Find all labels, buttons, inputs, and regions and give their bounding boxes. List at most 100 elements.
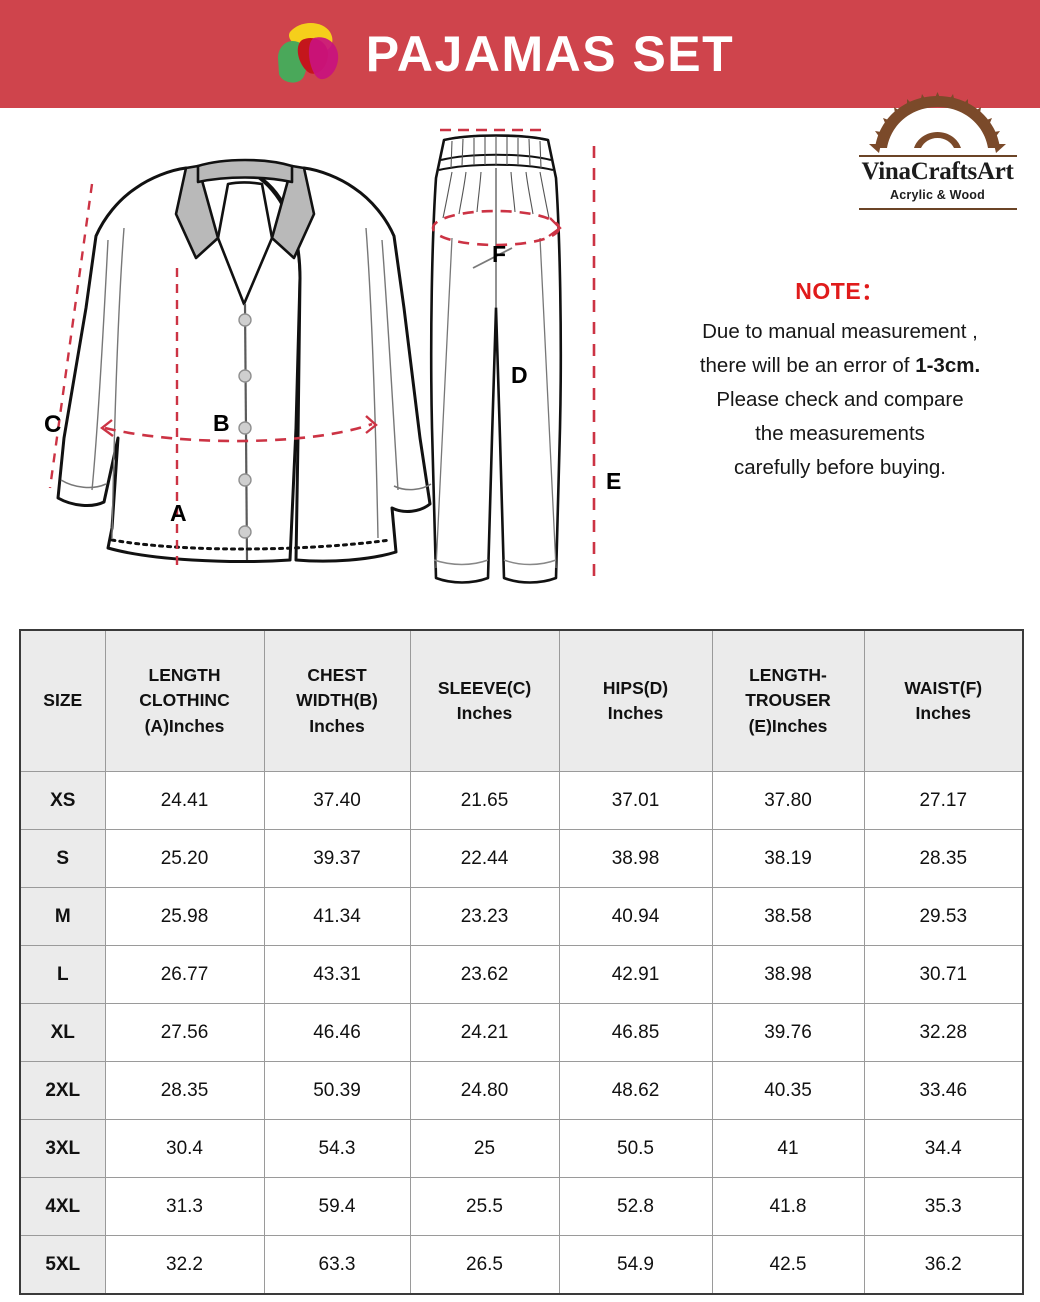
table-row: M 25.98 41.34 23.23 40.94 38.58 29.53 <box>19 887 1024 946</box>
cell-hips: 46.85 <box>558 1003 713 1062</box>
note-line-3: Please check and compare <box>716 388 964 412</box>
cell-chest_width: 46.46 <box>263 1003 411 1062</box>
table-row: S 25.20 39.37 22.44 38.98 38.19 28.35 <box>19 829 1024 888</box>
cell-chest_width: 43.31 <box>263 945 411 1004</box>
cell-length_clothing: 24.41 <box>104 771 265 830</box>
cell-length_trouser: 39.76 <box>711 1003 865 1062</box>
cell-waist: 28.35 <box>863 829 1024 888</box>
header-banner: PAJAMAS SET <box>0 0 1040 108</box>
sawblade-sun-arc-icon <box>869 92 1006 153</box>
cell-hips: 37.01 <box>558 771 713 830</box>
brand-divider-top <box>858 155 1017 157</box>
label-a: A <box>170 500 187 526</box>
column-header-length-clothing: LENGTH CLOTHINC (A)Inches <box>104 630 265 772</box>
label-e: E <box>606 468 622 494</box>
size-chart-table: SIZE LENGTH CLOTHINC (A)Inches CHEST WIDTH(… <box>19 629 1024 1295</box>
cell-waist: 32.28 <box>863 1003 1024 1062</box>
cell-sleeve: 23.23 <box>409 887 560 946</box>
label-d: D <box>511 362 528 388</box>
table-row: L 26.77 43.31 23.62 42.91 38.98 30.71 <box>19 945 1024 1004</box>
cell-chest_width: 39.37 <box>263 829 411 888</box>
cell-waist: 34.4 <box>863 1119 1024 1178</box>
cell-size: XS <box>19 771 106 830</box>
cell-length_trouser: 41.8 <box>711 1177 865 1236</box>
cell-hips: 40.94 <box>558 887 713 946</box>
note-line-5: carefully before buying. <box>734 456 946 480</box>
cell-sleeve: 25 <box>409 1119 560 1178</box>
cell-size: 5XL <box>19 1235 106 1295</box>
cell-length_clothing: 32.2 <box>104 1235 265 1295</box>
cell-sleeve: 24.21 <box>409 1003 560 1062</box>
brand-name: VinaCraftsArt <box>861 158 1014 185</box>
cell-size: 3XL <box>19 1119 106 1178</box>
cell-length_clothing: 31.3 <box>104 1177 265 1236</box>
cell-sleeve: 21.65 <box>409 771 560 830</box>
column-header-hips: HIPS(D) Inches <box>558 630 713 772</box>
cell-length_clothing: 28.35 <box>104 1061 265 1120</box>
cell-length_clothing: 26.77 <box>104 945 265 1004</box>
note-line-4: the measurements <box>755 422 925 446</box>
note-body: Due to manual measurement , there will b… <box>640 315 1040 485</box>
column-header-sleeve: SLEEVE(C) Inches <box>409 630 560 772</box>
cell-hips: 50.5 <box>558 1119 713 1178</box>
cell-length_clothing: 25.98 <box>104 887 265 946</box>
measurement-diagram: A B C D E F <box>0 108 660 623</box>
cell-hips: 38.98 <box>558 829 713 888</box>
brand-logo: VinaCraftsArt Acrylic & Wood <box>855 92 1020 220</box>
cell-length_trouser: 38.58 <box>711 887 865 946</box>
cell-size: 2XL <box>19 1061 106 1120</box>
cell-size: S <box>19 829 106 888</box>
cell-length_clothing: 25.20 <box>104 829 265 888</box>
label-c: C <box>44 411 62 438</box>
table-header: SIZE LENGTH CLOTHINC (A)Inches CHEST WIDTH(… <box>19 630 1024 772</box>
cell-sleeve: 24.80 <box>409 1061 560 1120</box>
table-row: 5XL 32.2 63.3 26.5 54.9 42.5 36.2 <box>19 1235 1024 1295</box>
cell-length_trouser: 38.98 <box>711 945 865 1004</box>
brand-divider-bottom <box>858 208 1017 211</box>
cell-waist: 33.46 <box>863 1061 1024 1120</box>
column-header-chest-width: CHEST WIDTH(B) Inches <box>263 630 411 772</box>
cell-size: XL <box>19 1003 106 1062</box>
table-row: 2XL 28.35 50.39 24.80 48.62 40.35 33.46 <box>19 1061 1024 1120</box>
cell-length_trouser: 40.35 <box>711 1061 865 1120</box>
note-line-1: Due to manual measurement , <box>702 320 978 343</box>
label-b: B <box>213 410 230 436</box>
cell-length_clothing: 30.4 <box>104 1119 265 1178</box>
cell-sleeve: 25.5 <box>409 1177 560 1236</box>
cell-waist: 30.71 <box>863 945 1024 1004</box>
flower-petals-logo-icon <box>270 18 344 90</box>
cell-hips: 48.62 <box>558 1061 713 1120</box>
note-block: NOTE： Due to manual measurement , there … <box>640 272 1040 485</box>
cell-length_trouser: 37.80 <box>711 771 865 830</box>
shirt-buttons <box>238 313 252 539</box>
cell-size: L <box>19 945 106 1004</box>
column-header-length-trouser: LENGTH- TROUSER (E)Inches <box>711 630 865 772</box>
column-header-size: SIZE <box>19 630 106 772</box>
cell-waist: 27.17 <box>863 771 1024 830</box>
cell-chest_width: 63.3 <box>263 1235 411 1295</box>
table-row: XS 24.41 37.40 21.65 37.01 37.80 27.17 <box>19 771 1024 830</box>
cell-length_trouser: 38.19 <box>711 829 865 888</box>
guide-line-c <box>48 183 94 489</box>
note-line-2-prefix: there will be an error of <box>699 354 916 378</box>
note-line-2: there will be an error of 1-3cm. <box>640 349 1040 383</box>
cell-waist: 36.2 <box>863 1235 1024 1295</box>
cell-sleeve: 26.5 <box>409 1235 560 1295</box>
cell-hips: 42.91 <box>558 945 713 1004</box>
shirt-collar <box>174 158 316 306</box>
table-body: XS 24.41 37.40 21.65 37.01 37.80 27.17 S 25.20 39… <box>19 771 1024 1295</box>
cell-size: M <box>19 887 106 946</box>
cell-sleeve: 23.62 <box>409 945 560 1004</box>
cell-size: 4XL <box>19 1177 106 1236</box>
cell-hips: 52.8 <box>558 1177 713 1236</box>
cell-hips: 54.9 <box>558 1235 713 1295</box>
note-title: NOTE： <box>795 278 885 304</box>
cell-chest_width: 41.34 <box>263 887 411 946</box>
table-row: XL 27.56 46.46 24.21 46.85 39.76 32.28 <box>19 1003 1024 1062</box>
cell-chest_width: 37.40 <box>263 771 411 830</box>
cell-chest_width: 54.3 <box>263 1119 411 1178</box>
page-title: PAJAMAS SET <box>365 26 735 82</box>
guide-line-b <box>104 422 373 443</box>
cell-chest_width: 50.39 <box>263 1061 411 1120</box>
cell-waist: 29.53 <box>863 887 1024 946</box>
